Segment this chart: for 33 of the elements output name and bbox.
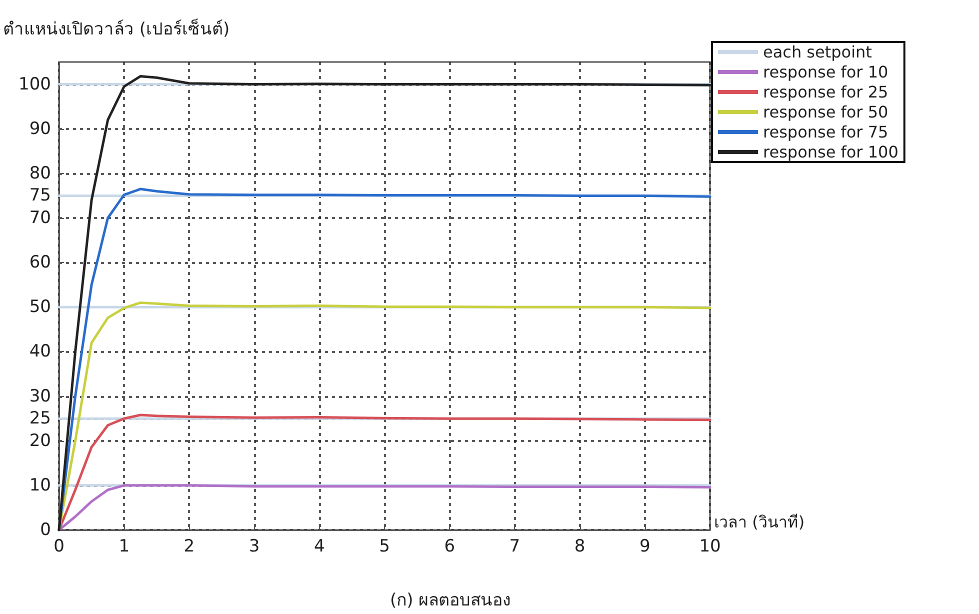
x-tick-label: 8 (574, 536, 586, 556)
y-tick-label: 80 (29, 163, 51, 184)
legend-label: response for 10 (763, 62, 888, 82)
y-tick-label: 60 (29, 252, 51, 273)
legend-label: response for 25 (763, 82, 888, 102)
x-tick-label: 3 (248, 536, 260, 556)
y-tick-label: 90 (29, 118, 51, 139)
x-tick-label: 1 (118, 536, 130, 556)
legend-label: response for 50 (763, 102, 888, 122)
x-tick-label: 10 (699, 536, 721, 556)
y-tick-label: 40 (29, 342, 51, 362)
text: (ก) ผลตอบสนอง (390, 590, 511, 610)
x-tick-label: 5 (379, 536, 390, 556)
y-tick-label: 25 (29, 408, 51, 429)
y-tick-label: 20 (29, 430, 51, 451)
legend-label: response for 100 (763, 142, 898, 162)
y-tick-label: 70 (29, 208, 51, 228)
legend-label: response for 75 (763, 122, 888, 142)
x-tick-label: 4 (314, 536, 325, 556)
y-axis-title: ตำแหน่งเปิดวาล์ว (เปอร์เซ็นต์) (3, 18, 230, 40)
x-tick-label: 0 (54, 536, 64, 556)
x-tick-label: 2 (184, 536, 195, 556)
x-tick-label: 6 (444, 536, 456, 556)
y-tick-label: 100 (18, 74, 51, 94)
x-axis-title: เวลา (วินาที) (714, 512, 805, 532)
x-tick-label: 9 (639, 536, 650, 556)
y-tick-label: 75 (29, 186, 51, 206)
x-tick-label: 7 (509, 536, 520, 556)
legend-label: each setpoint (763, 42, 872, 62)
y-tick-label: 30 (29, 386, 51, 406)
y-tick-label: 0 (40, 520, 51, 540)
y-tick-label: 10 (29, 475, 51, 496)
y-tick-label: 50 (29, 297, 51, 318)
